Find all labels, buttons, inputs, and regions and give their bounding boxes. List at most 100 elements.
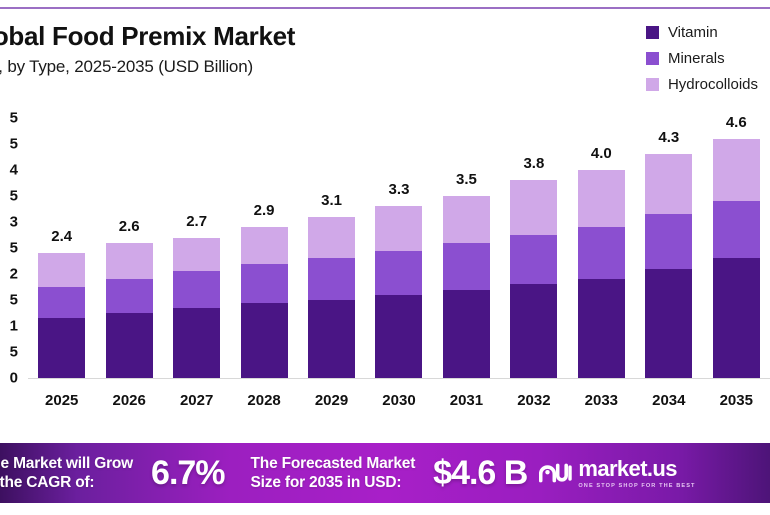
bar-stack[interactable] — [645, 154, 693, 378]
bar-stack[interactable] — [577, 170, 625, 378]
bar-segment-vitamin[interactable] — [375, 294, 423, 378]
bar-column[interactable]: 2.9 — [230, 118, 297, 378]
bar-column[interactable]: 4.6 — [703, 114, 770, 378]
legend-item-label: Minerals — [667, 50, 725, 67]
bar-segment-minerals[interactable] — [712, 201, 760, 259]
bar-stack[interactable] — [38, 253, 86, 378]
bar-value-label: 2.6 — [118, 217, 140, 235]
bar-segment-vitamin[interactable] — [105, 313, 153, 378]
bar-segment-minerals[interactable] — [308, 258, 356, 300]
bar-value-label: 3.5 — [456, 171, 477, 188]
bar-segment-vitamin[interactable] — [173, 307, 221, 378]
x-axis: 2025 2026 2027 2028 2029 2030 2031 2032 2033 2034… — [28, 392, 770, 409]
bar-segment-minerals[interactable] — [375, 250, 423, 295]
legend-item-vitamin[interactable]: Vitamin — [645, 24, 718, 41]
forecast-label-line2: Size for 2035 in USD: — [250, 474, 402, 491]
bar-stack[interactable] — [712, 138, 760, 378]
cagr-value: 6.7% — [151, 453, 225, 492]
y-axis-tick-label: 5 — [9, 135, 18, 153]
bar-segment-hydrocolloids[interactable] — [173, 237, 221, 272]
bar-segment-hydrocolloids[interactable] — [442, 196, 490, 243]
forecast-value: $4.6 B — [433, 453, 528, 492]
cagr-label-block: The Market will Grow at the CAGR of: — [0, 443, 133, 503]
brand-tagline: ONE STOP SHOP FOR THE BEST — [578, 482, 696, 489]
y-axis-tick-label: 5 — [9, 343, 18, 361]
bar-segment-minerals[interactable] — [510, 235, 558, 285]
bar-stack[interactable] — [375, 206, 423, 378]
bar-segment-hydrocolloids[interactable] — [577, 170, 625, 228]
bar-segment-vitamin[interactable] — [442, 289, 490, 378]
bar-stack[interactable] — [105, 242, 153, 378]
y-axis-tick-label: 1 — [9, 317, 18, 335]
bar-segment-vitamin[interactable] — [577, 279, 625, 378]
bar-segment-vitamin[interactable] — [712, 258, 760, 378]
x-axis-tick-label: 2027 — [179, 392, 214, 409]
plot-area: 5 5 4 5 3 5 2 5 1 5 0 2.4 2.6 2.7 2.9 3.1 3.3 3.5 3.8 4.0 4… — [0, 110, 770, 390]
x-axis-tick-label: 2026 — [112, 392, 146, 409]
bar-value-label: 4.0 — [590, 145, 612, 162]
bar-stack[interactable] — [173, 237, 221, 378]
bar-segment-minerals[interactable] — [105, 279, 153, 313]
bar-column[interactable]: 3.5 — [433, 118, 500, 378]
bar-value-label: 2.4 — [51, 228, 73, 246]
x-axis-tick-label: 2025 — [45, 392, 79, 409]
bar-segment-minerals[interactable] — [442, 242, 490, 290]
bar-segment-hydrocolloids[interactable] — [308, 216, 356, 259]
bar-segment-minerals[interactable] — [173, 271, 221, 308]
bar-segment-vitamin[interactable] — [308, 300, 356, 378]
y-axis-tick-label: 0 — [9, 369, 18, 387]
legend-swatch-icon — [645, 26, 659, 39]
chart-subtitle: Size, by Type, 2025-2035 (USD Billion) — [0, 56, 253, 76]
bar-column[interactable]: 2.7 — [163, 118, 230, 378]
y-axis-tick-label: 5 — [9, 291, 18, 309]
bar-column[interactable]: 2.6 — [95, 118, 162, 378]
brand-logo[interactable]: market.us ONE STOP SHOP FOR THE BEST — [539, 455, 696, 489]
bar-segment-minerals[interactable] — [577, 227, 625, 280]
bar-segment-minerals[interactable] — [240, 263, 288, 303]
bar-stack[interactable] — [442, 196, 490, 378]
bar-segment-vitamin[interactable] — [645, 268, 693, 378]
bar-stack[interactable] — [510, 180, 558, 378]
cagr-value-block: 6.7% — [133, 443, 225, 503]
page-title: Global Food Premix Market — [0, 21, 296, 51]
bar-column[interactable]: 4.0 — [568, 118, 635, 378]
bar-segment-vitamin[interactable] — [510, 284, 558, 378]
legend-item-label: Vitamin — [667, 24, 718, 41]
bar-segment-hydrocolloids[interactable] — [510, 180, 558, 236]
bar-segment-hydrocolloids[interactable] — [375, 206, 423, 251]
summary-banner: The Market will Grow at the CAGR of: 6.7… — [0, 443, 770, 503]
x-axis-tick-label: 2034 — [652, 392, 686, 409]
bar-column[interactable]: 4.3 — [635, 118, 702, 378]
bar-segment-hydrocolloids[interactable] — [105, 242, 153, 280]
legend-item-label: Hydrocolloids — [667, 76, 758, 93]
forecast-label: The Forecasted Market Size for 2035 in U… — [251, 454, 416, 493]
bar-stack[interactable] — [308, 216, 356, 378]
bar-segment-hydrocolloids[interactable] — [645, 154, 693, 215]
bar-column[interactable]: 3.3 — [365, 118, 432, 378]
legend-item-hydrocolloids[interactable]: Hydrocolloids — [645, 76, 758, 93]
bar-segment-hydrocolloids[interactable] — [712, 138, 760, 202]
bar-stack[interactable] — [240, 227, 288, 378]
bar-segment-minerals[interactable] — [645, 214, 693, 269]
bar-segment-vitamin[interactable] — [240, 302, 288, 378]
bar-value-label: 3.1 — [321, 191, 342, 209]
bar-column[interactable]: 3.1 — [298, 118, 365, 378]
bar-value-label: 2.9 — [253, 202, 275, 220]
bar-segment-vitamin[interactable] — [38, 318, 86, 378]
top-divider — [0, 7, 770, 9]
bar-value-label: 4.6 — [725, 113, 747, 131]
chart-legend: Vitamin Minerals Hydrocolloids — [645, 24, 758, 93]
bar-column[interactable]: 2.4 — [28, 118, 95, 378]
brand-text: market.us ONE STOP SHOP FOR THE BEST — [578, 455, 696, 489]
legend-item-minerals[interactable]: Minerals — [645, 50, 725, 67]
y-axis: 5 5 4 5 3 5 2 5 1 5 0 — [0, 110, 18, 387]
bar-value-label: 3.3 — [388, 181, 410, 199]
forecast-value-block: $4.6 B — [415, 443, 528, 503]
bar-column[interactable]: 3.8 — [500, 118, 567, 378]
bar-segment-hydrocolloids[interactable] — [240, 227, 288, 264]
x-axis-tick-label: 2035 — [719, 392, 753, 409]
bar-segment-minerals[interactable] — [38, 287, 86, 319]
bar-segment-hydrocolloids[interactable] — [38, 253, 86, 288]
brand-name: market.us — [578, 455, 677, 481]
